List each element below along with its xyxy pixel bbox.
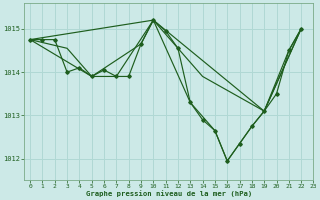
X-axis label: Graphe pression niveau de la mer (hPa): Graphe pression niveau de la mer (hPa) [85,190,252,197]
